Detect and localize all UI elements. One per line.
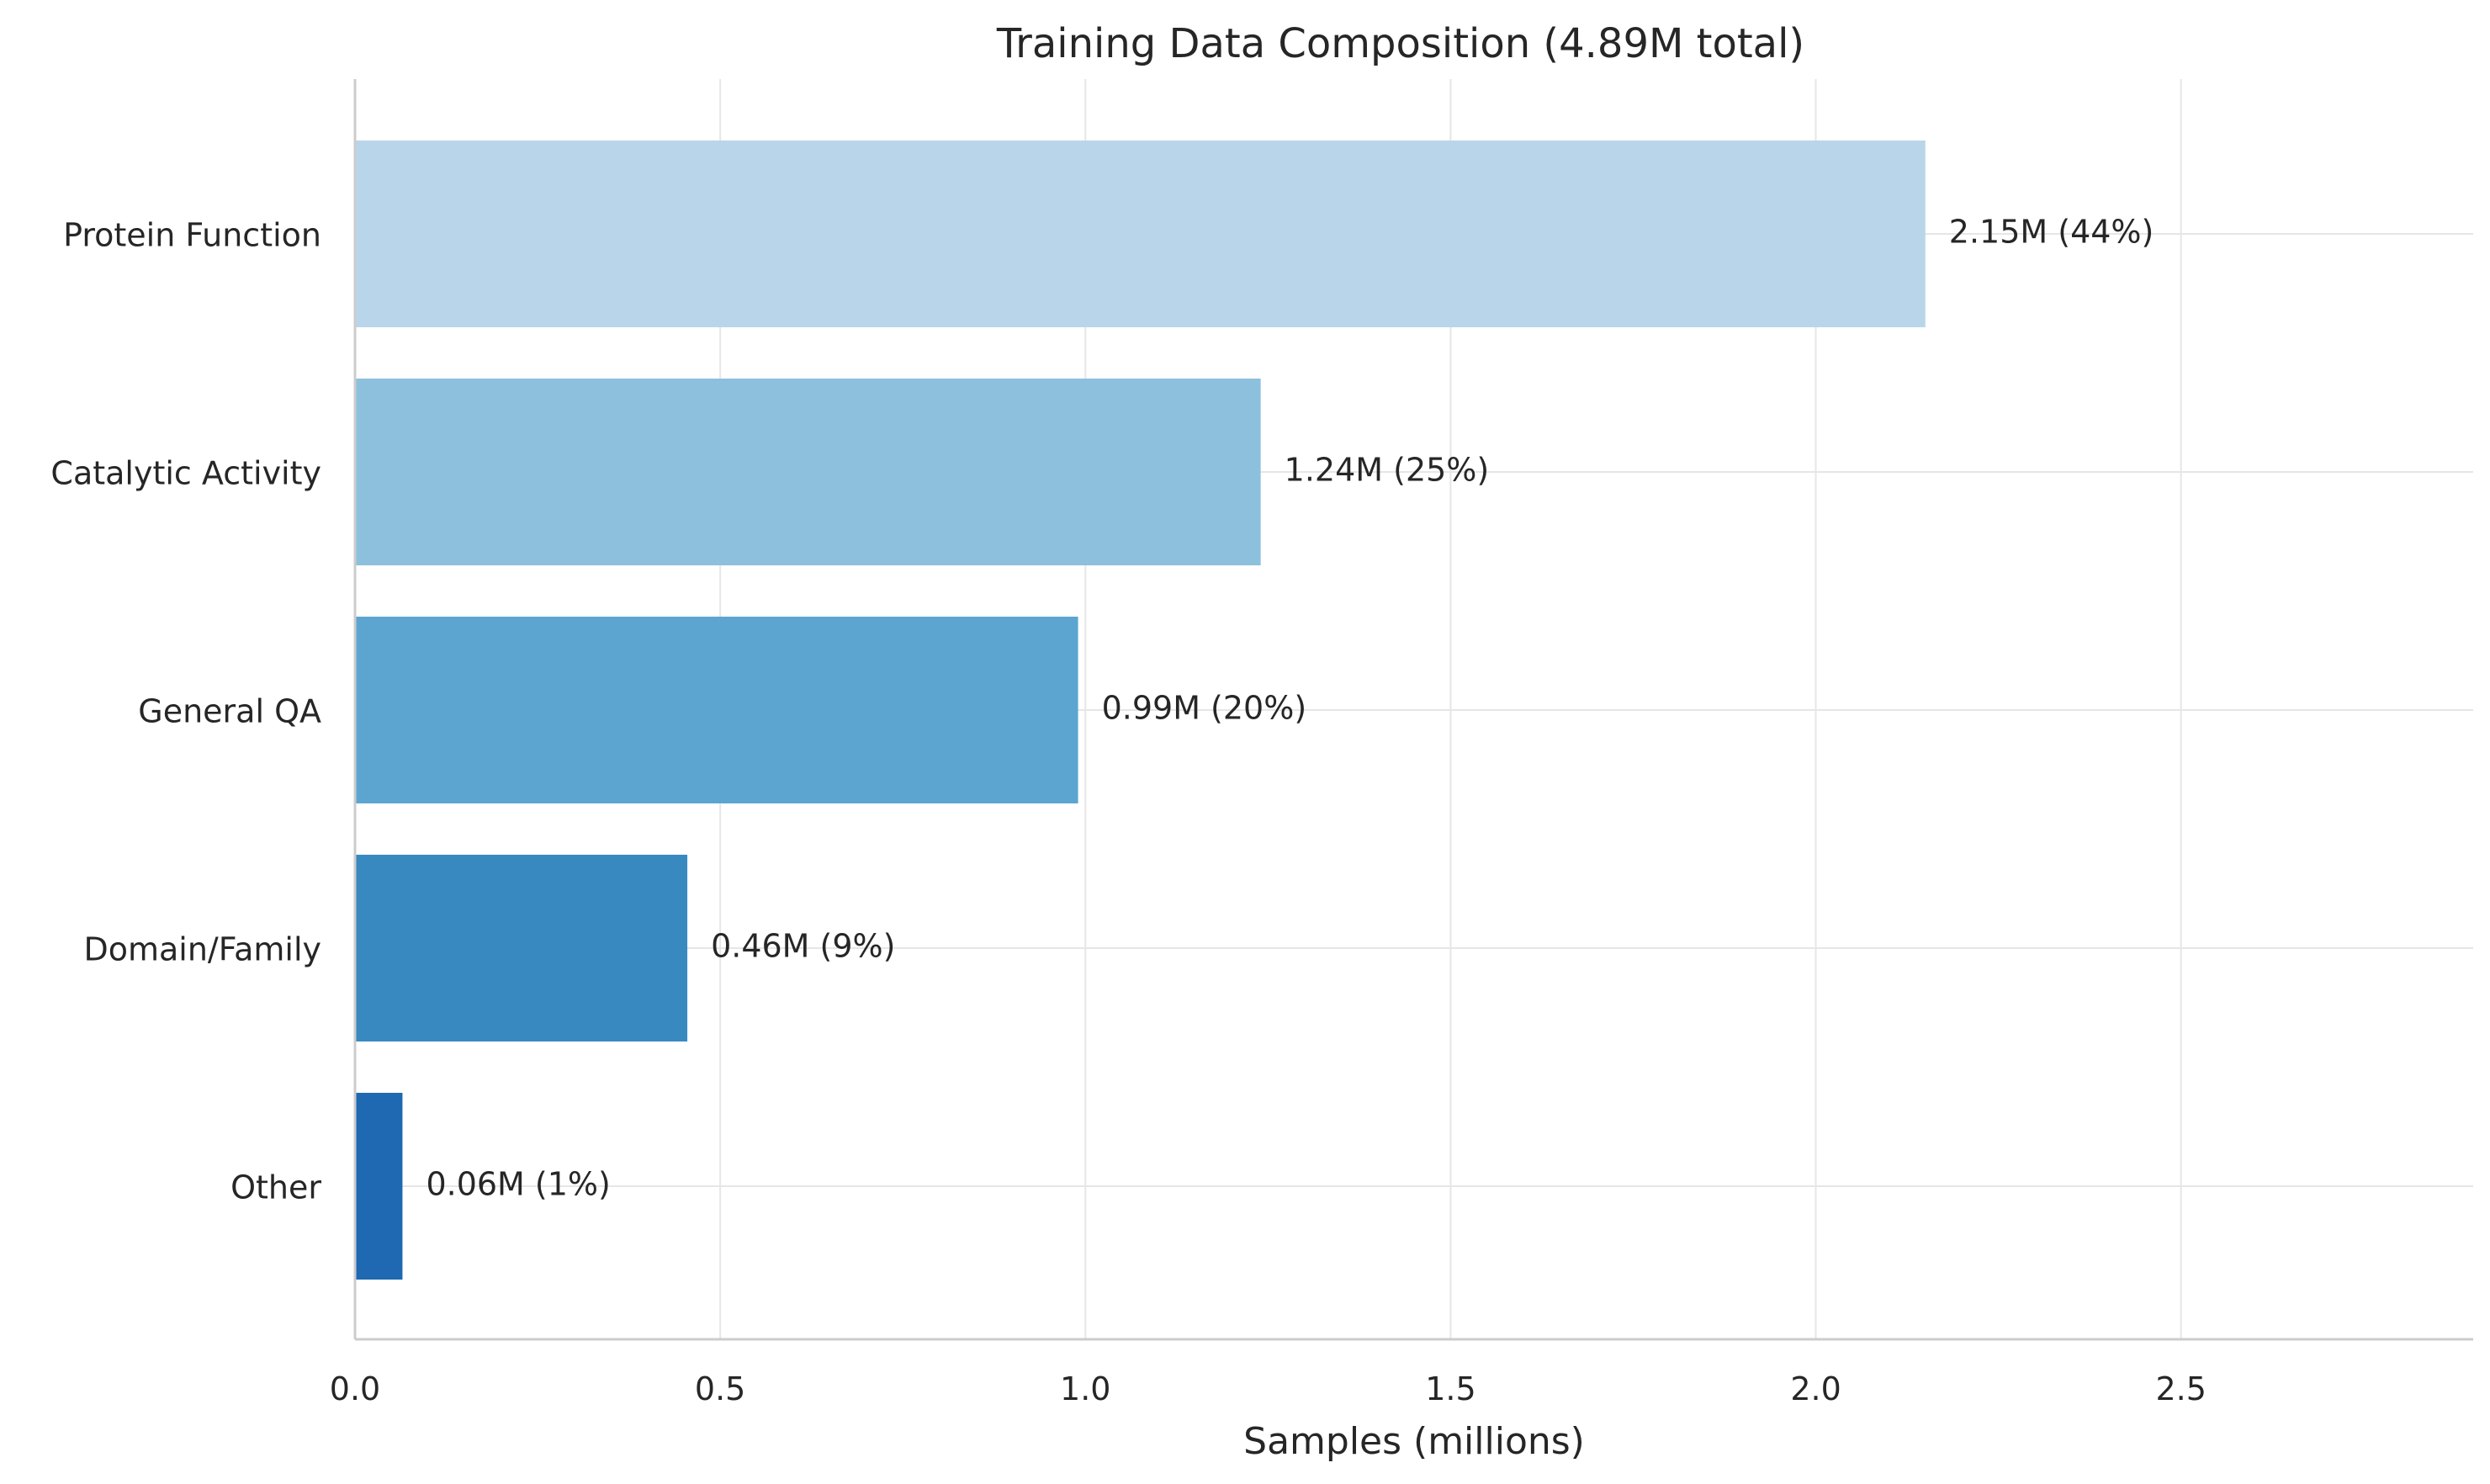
chart-title: Training Data Composition (4.89M total) [996, 20, 1804, 67]
category-labels: Protein Function Catalytic Activity Genera… [50, 217, 321, 1206]
bar-general-qa [355, 617, 1078, 803]
category-label: Other [230, 1169, 321, 1206]
category-label: Domain/Family [83, 931, 321, 968]
bar-value-label: 0.99M (20%) [1102, 690, 1307, 727]
x-tick-label: 2.5 [2155, 1370, 2206, 1407]
category-label: General QA [138, 693, 321, 730]
x-tick-label: 1.0 [1060, 1370, 1110, 1407]
x-tick-label: 1.5 [1425, 1370, 1475, 1407]
x-tick-label: 2.0 [1790, 1370, 1841, 1407]
bars [355, 140, 1926, 1280]
x-tick-label: 0.5 [695, 1370, 745, 1407]
category-label: Catalytic Activity [50, 455, 321, 492]
bar-domain-family [355, 855, 688, 1041]
data-labels: 2.15M (44%) 1.24M (25%) 0.99M (20%) 0.46M (… [426, 214, 2154, 1203]
bar-value-label: 1.24M (25%) [1285, 452, 1490, 489]
bar-value-label: 0.46M (9%) [711, 928, 895, 965]
x-tick-labels: 0.0 0.5 1.0 1.5 2.0 2.5 [330, 1370, 2207, 1407]
bar-protein-function [355, 140, 1926, 327]
bar-other [355, 1093, 403, 1280]
x-tick-label: 0.0 [330, 1370, 380, 1407]
x-axis-label: Samples (millions) [1243, 1420, 1585, 1463]
category-label: Protein Function [63, 217, 321, 254]
bar-catalytic-activity [355, 379, 1261, 565]
bar-value-label: 2.15M (44%) [1949, 214, 2154, 251]
bar-value-label: 0.06M (1%) [426, 1166, 610, 1203]
